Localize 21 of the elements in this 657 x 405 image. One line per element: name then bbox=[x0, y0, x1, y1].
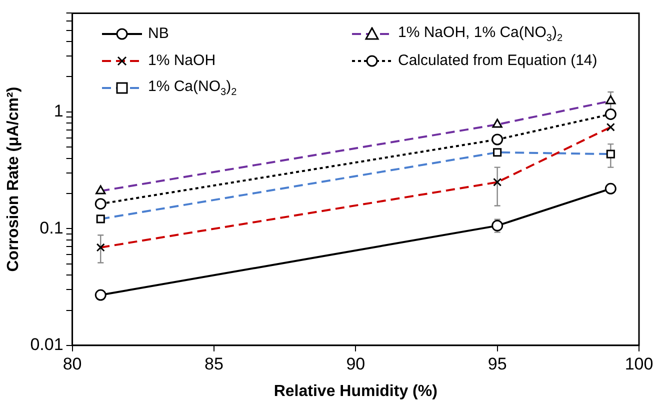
x-tick-label: 85 bbox=[204, 354, 224, 374]
point bbox=[492, 134, 504, 146]
point bbox=[604, 108, 616, 120]
legend-label: 1% NaOH bbox=[148, 52, 216, 69]
y-axis-title: Corrosion Rate (μA/cm²) bbox=[5, 86, 22, 272]
point bbox=[604, 182, 616, 194]
legend-label: NB bbox=[148, 25, 169, 42]
y-tick-label: 0.1 bbox=[40, 218, 64, 238]
x-axis-title: Relative Humidity (%) bbox=[274, 382, 438, 400]
x-tick-label: 90 bbox=[346, 354, 366, 374]
y-tick-label: 0.01 bbox=[30, 335, 64, 354]
x-tick-label: 80 bbox=[62, 354, 82, 374]
legend-label: Calculated from Equation (14) bbox=[398, 52, 598, 69]
point bbox=[492, 220, 504, 232]
x-tick-label: 95 bbox=[488, 354, 507, 374]
point bbox=[94, 198, 106, 210]
y-tick-label: 1 bbox=[54, 102, 64, 121]
point bbox=[94, 289, 106, 301]
x-tick-label: 100 bbox=[624, 354, 654, 374]
legend-label: 1% NaOH, 1% Ca(NO$_{3}$)$_{2}$ bbox=[398, 24, 562, 44]
legend-label: 1% Ca(NO$_{3}$)$_{2}$ bbox=[148, 78, 237, 98]
